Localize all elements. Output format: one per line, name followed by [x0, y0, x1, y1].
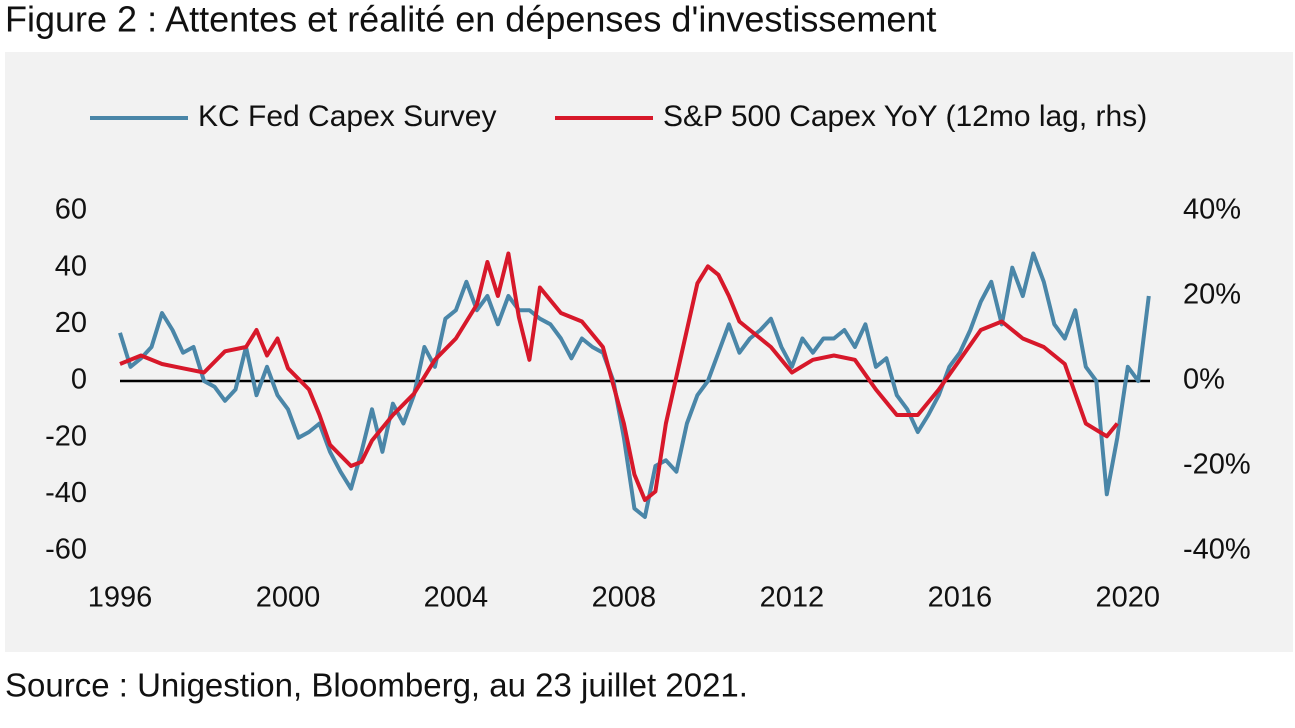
- y2-tick-label: -40%: [1183, 534, 1251, 566]
- y-tick-label: 0: [71, 364, 87, 396]
- y-tick-label: -20: [45, 420, 87, 452]
- x-tick-label: 2008: [592, 582, 657, 614]
- y2-tick-label: 40%: [1183, 194, 1241, 226]
- y-tick-label: -60: [45, 534, 87, 566]
- x-tick-label: 2000: [256, 582, 321, 614]
- x-tick-label: 2004: [424, 582, 489, 614]
- series-line: [119, 251, 1119, 502]
- y-tick-label: 60: [55, 194, 87, 226]
- y2-tick-label: 20%: [1183, 279, 1241, 311]
- series-line: [118, 251, 1151, 519]
- x-tick-label: 1996: [88, 582, 153, 614]
- plot-panel: [5, 52, 1293, 652]
- source-note: Source : Unigestion, Bloomberg, au 23 ju…: [5, 667, 748, 704]
- chart-title: Figure 2 : Attentes et réalité en dépens…: [5, 0, 936, 40]
- legend-label: S&P 500 Capex YoY (12mo lag, rhs): [663, 100, 1147, 133]
- x-tick-label: 2020: [1096, 582, 1161, 614]
- y-tick-label: 40: [55, 250, 87, 282]
- y-tick-label: 20: [55, 307, 87, 339]
- x-tick-label: 2016: [928, 582, 993, 614]
- y2-tick-label: -20%: [1183, 449, 1251, 481]
- x-tick-label: 2012: [760, 582, 825, 614]
- legend-label: KC Fed Capex Survey: [198, 100, 496, 133]
- y2-tick-label: 0%: [1183, 364, 1225, 396]
- y-tick-label: -40: [45, 477, 87, 509]
